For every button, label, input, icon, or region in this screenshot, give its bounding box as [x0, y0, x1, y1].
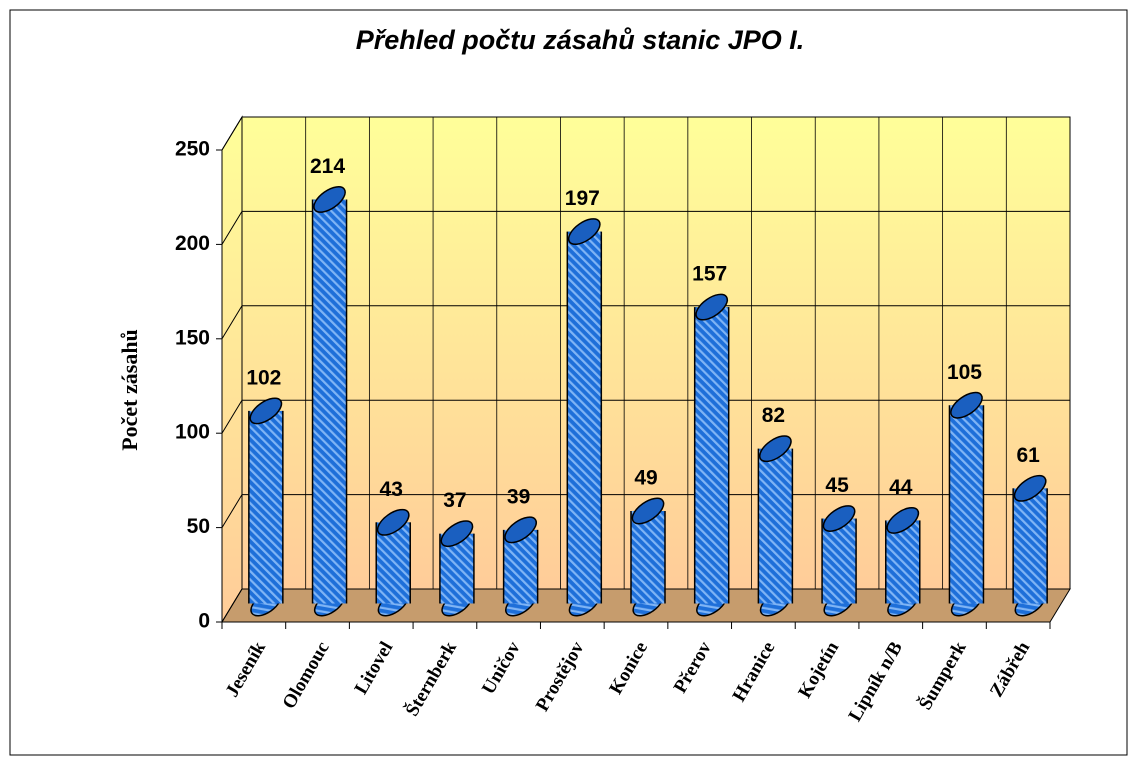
- y-tick-label: 250: [175, 138, 210, 161]
- bar-body: [822, 518, 857, 604]
- bar-top: [822, 505, 856, 532]
- bar: [757, 435, 794, 617]
- y-tick-label: 200: [175, 232, 210, 255]
- bar-body: [694, 307, 729, 604]
- bar-top: [1013, 474, 1047, 502]
- bar-body: [1013, 488, 1048, 604]
- bar-body: [949, 405, 984, 604]
- data-label: 197: [565, 187, 600, 210]
- bar-top: [313, 186, 346, 213]
- bar: [948, 391, 985, 617]
- bar: [439, 520, 475, 617]
- side-wall: [221, 115, 243, 624]
- bar: [1012, 474, 1048, 617]
- data-label: 43: [380, 478, 403, 501]
- bar: [311, 186, 348, 617]
- data-label: 214: [310, 155, 345, 178]
- bar: [885, 506, 921, 617]
- bar-body: [885, 520, 920, 604]
- bar-body: [567, 231, 602, 604]
- bar-body: [758, 448, 793, 604]
- bar: [630, 497, 666, 617]
- bar-top: [249, 397, 283, 425]
- data-label: 39: [507, 485, 530, 508]
- bar-body: [376, 522, 411, 604]
- bar: [821, 505, 857, 617]
- bar-top: [759, 435, 792, 463]
- y-tick-label: 50: [187, 515, 210, 538]
- data-label: 82: [762, 404, 785, 427]
- bar: [248, 397, 284, 617]
- data-label: 49: [634, 467, 657, 490]
- y-tick-label: 100: [175, 421, 210, 444]
- bar-top: [631, 497, 665, 525]
- bar-body: [248, 410, 283, 604]
- bar-top: [567, 218, 601, 246]
- bar: [566, 218, 603, 617]
- data-label: 157: [692, 263, 727, 286]
- bar-top: [950, 391, 983, 419]
- bar-top: [886, 506, 920, 534]
- bar-body: [312, 199, 347, 604]
- bar-top: [695, 293, 729, 321]
- data-label: 102: [246, 366, 281, 389]
- bar: [502, 516, 539, 617]
- y-tick-label: 0: [198, 610, 210, 633]
- bar: [693, 293, 730, 617]
- chart-title: Přehled počtu zásahů stanic JPO I.: [356, 25, 805, 55]
- data-label: 61: [1016, 444, 1040, 467]
- y-axis-title: Počet zásahů: [117, 329, 142, 451]
- data-label: 37: [443, 489, 466, 512]
- data-label: 44: [889, 476, 913, 499]
- bar-top: [504, 516, 537, 544]
- y-tick-label: 150: [175, 326, 210, 349]
- bar-top: [376, 508, 410, 536]
- bar-body: [631, 510, 665, 604]
- data-label: 45: [825, 474, 849, 497]
- bar-top: [440, 520, 474, 548]
- data-label: 105: [947, 361, 982, 384]
- bar: [375, 508, 411, 617]
